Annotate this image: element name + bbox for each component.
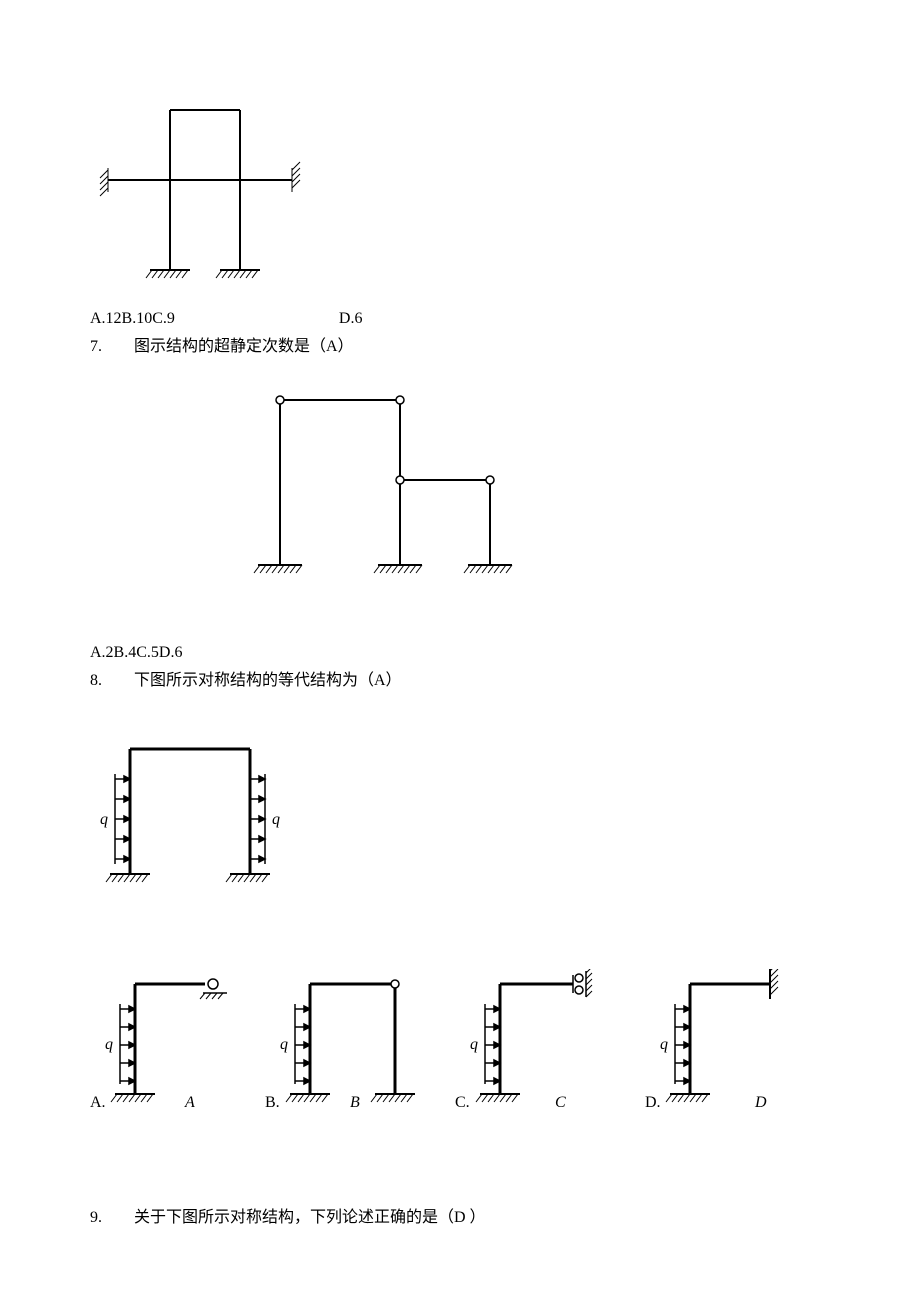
- q6-diagram: [90, 90, 830, 290]
- svg-text:q: q: [105, 1036, 113, 1053]
- svg-text:B.: B.: [265, 1094, 280, 1111]
- q7-answers: A.2B.4C.5D.6: [90, 644, 830, 662]
- q8-number: 8.: [90, 672, 130, 690]
- svg-text:A: A: [184, 1094, 195, 1111]
- q8-main-diagram: q q: [90, 734, 830, 894]
- q8-line: 8. 下图所示对称结构的等代结构为（A）: [90, 666, 830, 690]
- q7-number: 7.: [90, 338, 130, 356]
- q8-right-q-label: q: [272, 811, 280, 828]
- q9-line: 9. 关于下图所示对称结构，下列论述正确的是（D ）: [90, 1203, 830, 1227]
- q7-line: 7. 图示结构的超静定次数是（A）: [90, 332, 830, 356]
- svg-text:B: B: [350, 1094, 360, 1111]
- svg-text:C: C: [555, 1094, 566, 1111]
- exam-page: A.12B.10C.9 D.6 7. 图示结构的超静定次数是（A）: [0, 0, 920, 1291]
- q9-number: 9.: [90, 1209, 130, 1227]
- q6-answers-abc: A.12B.10C.9: [90, 310, 175, 327]
- svg-text:q: q: [280, 1036, 288, 1053]
- q8-text: 下图所示对称结构的等代结构为（A）: [134, 672, 402, 689]
- svg-text:A.: A.: [90, 1094, 106, 1111]
- q7-text: 图示结构的超静定次数是（A）: [134, 338, 354, 355]
- q7-diagram: [240, 380, 830, 590]
- svg-text:D.: D.: [645, 1094, 661, 1111]
- q8-options-row: q A. A: [90, 969, 830, 1119]
- q6-answer-d: D.6: [339, 310, 363, 328]
- svg-text:q: q: [660, 1036, 668, 1053]
- q6-answers: A.12B.10C.9 D.6: [90, 310, 830, 328]
- svg-text:C.: C.: [455, 1094, 470, 1111]
- svg-text:q: q: [470, 1036, 478, 1053]
- svg-text:D: D: [754, 1094, 767, 1111]
- q9-text: 关于下图所示对称结构，下列论述正确的是（D ）: [134, 1209, 486, 1226]
- q8-left-q-label: q: [100, 811, 108, 828]
